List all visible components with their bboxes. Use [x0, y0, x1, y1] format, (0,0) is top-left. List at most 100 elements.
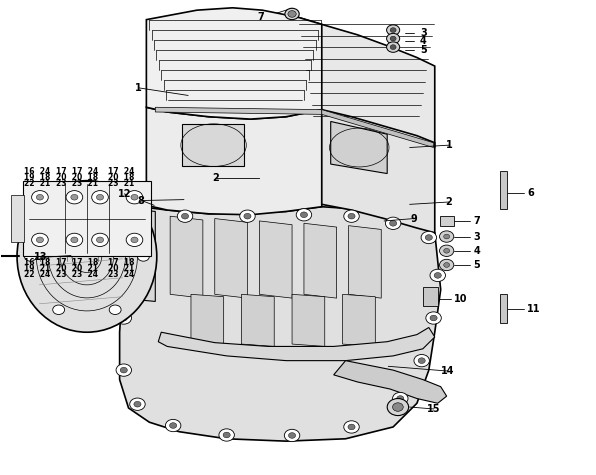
Circle shape [390, 45, 396, 49]
Text: 19  18: 19 18 [24, 173, 51, 182]
Circle shape [223, 432, 230, 438]
Circle shape [443, 234, 449, 239]
Circle shape [133, 212, 140, 218]
Polygon shape [131, 209, 156, 302]
Circle shape [109, 199, 121, 208]
Text: 3: 3 [420, 28, 427, 38]
Text: 7: 7 [473, 216, 480, 226]
Text: 23  24: 23 24 [108, 270, 134, 279]
Circle shape [439, 259, 454, 271]
Circle shape [36, 194, 44, 200]
Bar [439, 216, 454, 226]
Polygon shape [259, 221, 292, 298]
Text: 4: 4 [420, 37, 427, 47]
Circle shape [123, 263, 131, 269]
Circle shape [52, 199, 64, 208]
Polygon shape [331, 122, 387, 173]
Circle shape [116, 312, 132, 324]
Circle shape [71, 237, 78, 243]
Circle shape [387, 42, 400, 52]
Text: 6: 6 [527, 188, 533, 198]
Circle shape [393, 392, 408, 405]
Text: 23  23  24: 23 23 24 [56, 270, 98, 279]
Bar [500, 294, 507, 323]
Text: 19  21: 19 21 [24, 264, 51, 273]
Circle shape [166, 419, 181, 432]
Text: 17  17  18: 17 17 18 [55, 257, 98, 266]
Circle shape [240, 210, 255, 222]
Circle shape [443, 248, 449, 253]
Circle shape [120, 315, 128, 321]
Text: 20  21: 20 21 [108, 264, 134, 273]
Circle shape [97, 194, 104, 200]
Circle shape [116, 364, 132, 376]
Circle shape [387, 399, 409, 416]
Text: 8: 8 [137, 196, 144, 206]
Circle shape [296, 209, 312, 221]
Circle shape [430, 315, 437, 321]
Circle shape [129, 209, 144, 221]
Circle shape [66, 233, 83, 247]
Polygon shape [322, 110, 433, 148]
Text: 12: 12 [117, 189, 131, 199]
Text: 16  18: 16 18 [24, 257, 51, 266]
Circle shape [348, 213, 355, 219]
Circle shape [387, 33, 400, 44]
Circle shape [130, 398, 145, 410]
Circle shape [138, 252, 150, 261]
Polygon shape [292, 294, 325, 346]
Text: 15: 15 [427, 404, 440, 414]
Circle shape [344, 210, 359, 222]
Circle shape [24, 252, 36, 261]
Polygon shape [349, 226, 381, 298]
Circle shape [397, 396, 404, 401]
Polygon shape [334, 361, 446, 403]
Text: 2: 2 [446, 197, 452, 207]
Circle shape [288, 10, 296, 17]
Ellipse shape [17, 180, 157, 332]
Text: 2: 2 [213, 173, 219, 183]
Text: 22  21: 22 21 [24, 179, 51, 188]
Circle shape [414, 354, 429, 367]
Circle shape [170, 423, 176, 428]
Polygon shape [182, 124, 244, 166]
Bar [11, 195, 24, 242]
Text: 4: 4 [473, 246, 480, 256]
Text: 3: 3 [473, 231, 480, 242]
Text: 20  18: 20 18 [108, 173, 134, 182]
Circle shape [244, 213, 251, 219]
Text: 13: 13 [35, 252, 48, 262]
Circle shape [426, 312, 441, 324]
Circle shape [126, 233, 143, 247]
Text: 5: 5 [473, 260, 480, 270]
Circle shape [32, 233, 48, 247]
Polygon shape [170, 216, 203, 298]
Circle shape [52, 305, 64, 314]
Circle shape [430, 269, 445, 282]
Circle shape [421, 231, 436, 244]
Circle shape [131, 194, 138, 200]
Text: 16  24: 16 24 [24, 167, 51, 176]
Text: 9: 9 [411, 214, 417, 224]
Text: 22  24: 22 24 [24, 270, 51, 279]
Text: 1: 1 [135, 83, 142, 93]
Circle shape [134, 401, 141, 407]
Circle shape [181, 213, 188, 219]
Circle shape [109, 305, 121, 314]
Polygon shape [322, 110, 434, 233]
Circle shape [390, 28, 396, 32]
Circle shape [126, 190, 143, 204]
Circle shape [284, 429, 300, 442]
Circle shape [92, 233, 108, 247]
Text: 11: 11 [527, 304, 541, 314]
Circle shape [92, 190, 108, 204]
Polygon shape [241, 294, 274, 346]
Circle shape [443, 263, 449, 267]
Bar [23, 180, 151, 256]
Circle shape [393, 403, 403, 411]
Circle shape [285, 8, 299, 19]
Text: 14: 14 [441, 366, 455, 376]
Circle shape [36, 237, 44, 243]
Circle shape [32, 190, 48, 204]
Polygon shape [191, 294, 224, 346]
